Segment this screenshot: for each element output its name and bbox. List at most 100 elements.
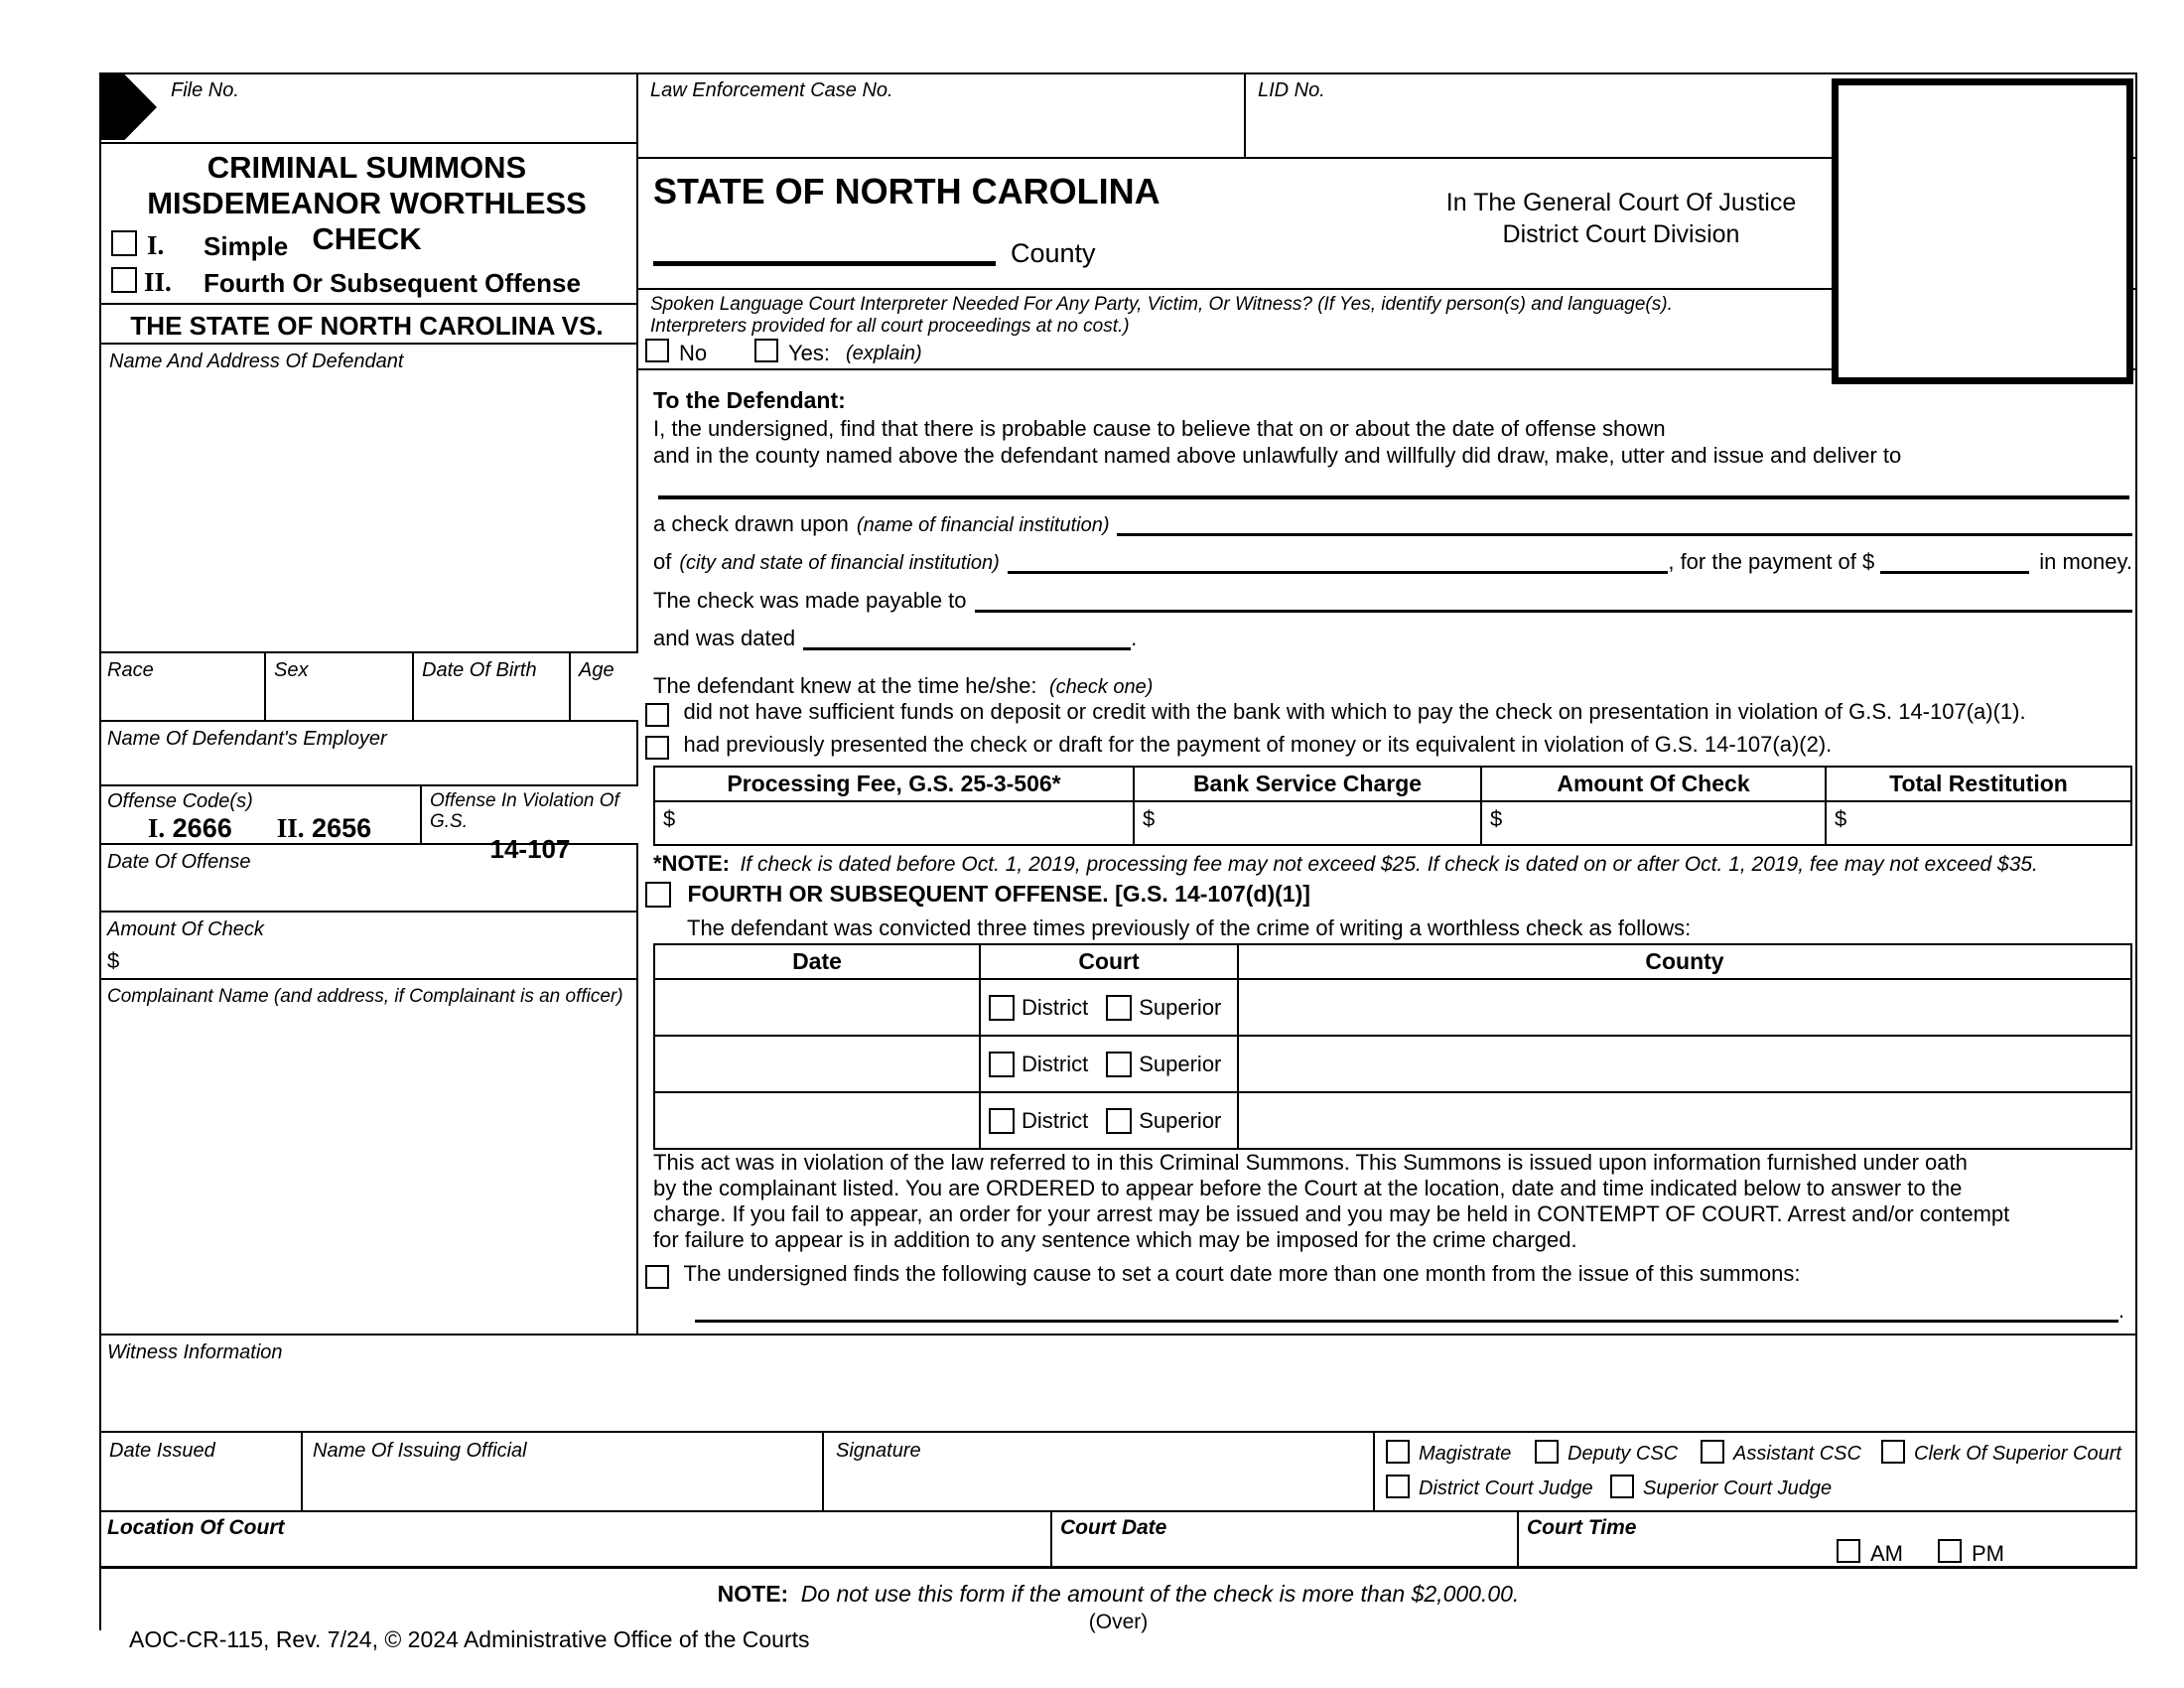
fee-cell-processing[interactable]: $ bbox=[655, 802, 1135, 844]
amount-of-check-box[interactable]: Amount Of Check $ bbox=[99, 913, 638, 980]
age-cell[interactable]: Age bbox=[571, 653, 638, 720]
district-label-3: District bbox=[1022, 1108, 1089, 1133]
issuing-row: Date Issued Name Of Issuing Official Sig… bbox=[99, 1433, 2137, 1512]
payable-label: The check was made payable to bbox=[653, 588, 967, 613]
offense-code-row: Offense Code(s) I. 2666 II. 2656 Offense… bbox=[99, 786, 638, 864]
signature-label: Signature bbox=[836, 1440, 921, 1462]
convicted-three-times-line: The defendant was convicted three times … bbox=[687, 915, 1692, 940]
location-label: Location Of Court bbox=[107, 1516, 285, 1539]
offense-simple-checkbox[interactable] bbox=[111, 230, 137, 256]
assistant-csc-checkbox[interactable] bbox=[1701, 1440, 1724, 1464]
conviction-row-3: District Superior bbox=[655, 1093, 2130, 1148]
court-date-cell[interactable]: Court Date bbox=[1052, 1512, 1519, 1566]
signature-cell[interactable]: Signature bbox=[824, 1433, 1375, 1510]
magistrate-checkbox[interactable] bbox=[1386, 1440, 1410, 1464]
pm-checkbox[interactable] bbox=[1938, 1539, 1962, 1563]
defendant-box[interactable]: Name And Address Of Defendant bbox=[99, 345, 638, 653]
sex-label: Sex bbox=[274, 659, 309, 681]
am-checkbox[interactable] bbox=[1837, 1539, 1860, 1563]
superior-label-2: Superior bbox=[1139, 1052, 1222, 1076]
undersigned-cause-checkbox[interactable] bbox=[645, 1264, 669, 1289]
interpreter-yes-checkbox[interactable] bbox=[754, 339, 778, 362]
over-label: (Over) bbox=[1088, 1611, 1149, 1633]
conviction-header-row: Date Court County bbox=[655, 945, 2130, 980]
court-date-label: Court Date bbox=[1060, 1516, 1167, 1539]
conviction-date-1[interactable] bbox=[655, 980, 981, 1035]
insufficient-funds-checkbox[interactable] bbox=[645, 702, 669, 727]
issuing-official-cell[interactable]: Name Of Issuing Official bbox=[303, 1433, 824, 1510]
date-of-offense-box[interactable]: Date Of Offense bbox=[99, 845, 638, 913]
payment-amount-line[interactable] bbox=[1880, 545, 2030, 574]
cause-period: . bbox=[2117, 1298, 2124, 1323]
title-block: CRIMINAL SUMMONS MISDEMEANOR WORTHLESS C… bbox=[99, 144, 638, 305]
court-division-block: In The General Court Of Justice District… bbox=[1274, 187, 1969, 250]
race-cell[interactable]: Race bbox=[99, 653, 266, 720]
clerk-checkbox[interactable] bbox=[1881, 1440, 1905, 1464]
dated-period: . bbox=[1131, 626, 1138, 650]
city-state-line[interactable] bbox=[1007, 545, 1669, 574]
interpreter-line1: Spoken Language Court Interpreter Needed… bbox=[650, 294, 1673, 315]
bottom-note-text: Do not use this form if the amount of th… bbox=[800, 1581, 1520, 1607]
vs-line: THE STATE OF NORTH CAROLINA VS. bbox=[130, 311, 604, 341]
superior-checkbox-1[interactable] bbox=[1106, 994, 1133, 1021]
superior-checkbox-2[interactable] bbox=[1106, 1051, 1133, 1077]
fee-cell-restitution[interactable]: $ bbox=[1835, 806, 1847, 831]
dob-cell[interactable]: Date Of Birth bbox=[414, 653, 571, 720]
district-label-2: District bbox=[1022, 1052, 1089, 1076]
conviction-county-2[interactable] bbox=[1239, 1037, 2130, 1091]
fee-note-bold: *NOTE: bbox=[653, 851, 730, 876]
fee-cell-amount[interactable]: $ bbox=[1482, 802, 1827, 844]
deputy-csc-label: Deputy CSC bbox=[1568, 1443, 1679, 1465]
offense-fourth-checkbox[interactable] bbox=[111, 267, 137, 293]
sex-cell[interactable]: Sex bbox=[266, 653, 414, 720]
deputy-csc-checkbox[interactable] bbox=[1535, 1440, 1559, 1464]
gs-cell: Offense In Violation Of G.S. 14-107 bbox=[422, 786, 638, 864]
code1-numeral: I. bbox=[147, 813, 166, 843]
location-cell[interactable]: Location Of Court bbox=[99, 1512, 1052, 1566]
fee-cell-bank[interactable]: $ bbox=[1135, 802, 1482, 844]
conviction-date-2[interactable] bbox=[655, 1037, 981, 1091]
complainant-box[interactable]: Complainant Name (and address, if Compla… bbox=[99, 980, 638, 1336]
district-checkbox-1[interactable] bbox=[989, 994, 1015, 1021]
conviction-date-3[interactable] bbox=[655, 1093, 981, 1148]
interpreter-no-checkbox[interactable] bbox=[645, 339, 669, 362]
superior-judge-checkbox[interactable] bbox=[1610, 1475, 1634, 1498]
fourth-offense-checkbox[interactable] bbox=[645, 881, 671, 908]
fin-inst-line[interactable] bbox=[1117, 507, 2132, 536]
cause-line[interactable] bbox=[695, 1294, 2118, 1323]
justice-line2: District Court Division bbox=[1502, 220, 1740, 248]
superior-checkbox-3[interactable] bbox=[1106, 1107, 1133, 1134]
previously-presented-row: had previously presented the check or dr… bbox=[645, 732, 1832, 760]
insufficient-funds-label: did not have sufficient funds on deposit… bbox=[683, 699, 2026, 724]
payee-written-line[interactable] bbox=[658, 470, 2129, 499]
witness-box[interactable]: Witness Information bbox=[99, 1336, 2137, 1433]
lid-box[interactable]: LID No. bbox=[1246, 72, 2137, 159]
race-label: Race bbox=[107, 659, 154, 681]
dated-line[interactable] bbox=[803, 622, 1132, 650]
left-border-stub bbox=[99, 1569, 101, 1630]
conviction-county-1[interactable] bbox=[1239, 980, 2130, 1035]
payable-line[interactable] bbox=[974, 584, 2132, 613]
court-time-cell[interactable]: Court Time AM PM bbox=[1519, 1512, 2137, 1567]
court-time-label: Court Time bbox=[1527, 1516, 1637, 1539]
amount-dollar-sign: $ bbox=[107, 948, 120, 973]
conviction-county-3[interactable] bbox=[1239, 1093, 2130, 1148]
county-input-line[interactable] bbox=[653, 236, 996, 266]
county-label: County bbox=[1011, 238, 1096, 268]
file-no-box[interactable]: File No. bbox=[99, 72, 638, 144]
bottom-note: NOTE: Do not use this form if the amount… bbox=[99, 1581, 2137, 1608]
district-judge-checkbox[interactable] bbox=[1386, 1475, 1410, 1498]
date-issued-cell[interactable]: Date Issued bbox=[99, 1433, 303, 1510]
previously-presented-checkbox[interactable] bbox=[645, 735, 669, 760]
district-checkbox-2[interactable] bbox=[989, 1051, 1015, 1077]
order-line-3: charge. If you fail to appear, an order … bbox=[653, 1201, 2010, 1226]
summons-body: To the Defendant: I, the undersigned, fi… bbox=[638, 370, 2137, 1336]
dated-row: and was dated . bbox=[653, 622, 1547, 650]
district-checkbox-3[interactable] bbox=[989, 1107, 1015, 1134]
cause-row: . bbox=[695, 1294, 2124, 1323]
court-header-block: STATE OF NORTH CAROLINA In The General C… bbox=[638, 159, 2137, 290]
employer-box[interactable]: Name Of Defendant's Employer bbox=[99, 722, 638, 786]
law-case-box[interactable]: Law Enforcement Case No. bbox=[638, 72, 1246, 159]
fee-note-text: If check is dated before Oct. 1, 2019, p… bbox=[740, 853, 2038, 876]
interpreter-line2: Interpreters provided for all court proc… bbox=[650, 316, 1130, 337]
